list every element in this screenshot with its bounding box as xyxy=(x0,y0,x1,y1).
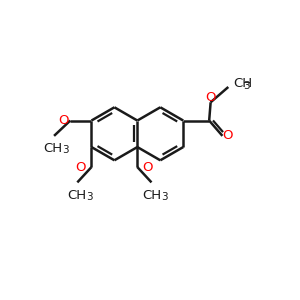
Text: CH: CH xyxy=(142,189,161,202)
Text: 3: 3 xyxy=(161,192,168,202)
Text: O: O xyxy=(206,91,216,104)
Text: CH: CH xyxy=(43,142,62,155)
Text: CH: CH xyxy=(67,189,86,202)
Text: O: O xyxy=(143,161,153,175)
Text: O: O xyxy=(58,114,69,127)
Text: 3: 3 xyxy=(62,145,69,155)
Text: O: O xyxy=(76,161,86,175)
Text: CH: CH xyxy=(233,77,252,90)
Text: 3: 3 xyxy=(86,192,93,202)
Text: O: O xyxy=(223,129,233,142)
Text: 3: 3 xyxy=(243,81,250,92)
